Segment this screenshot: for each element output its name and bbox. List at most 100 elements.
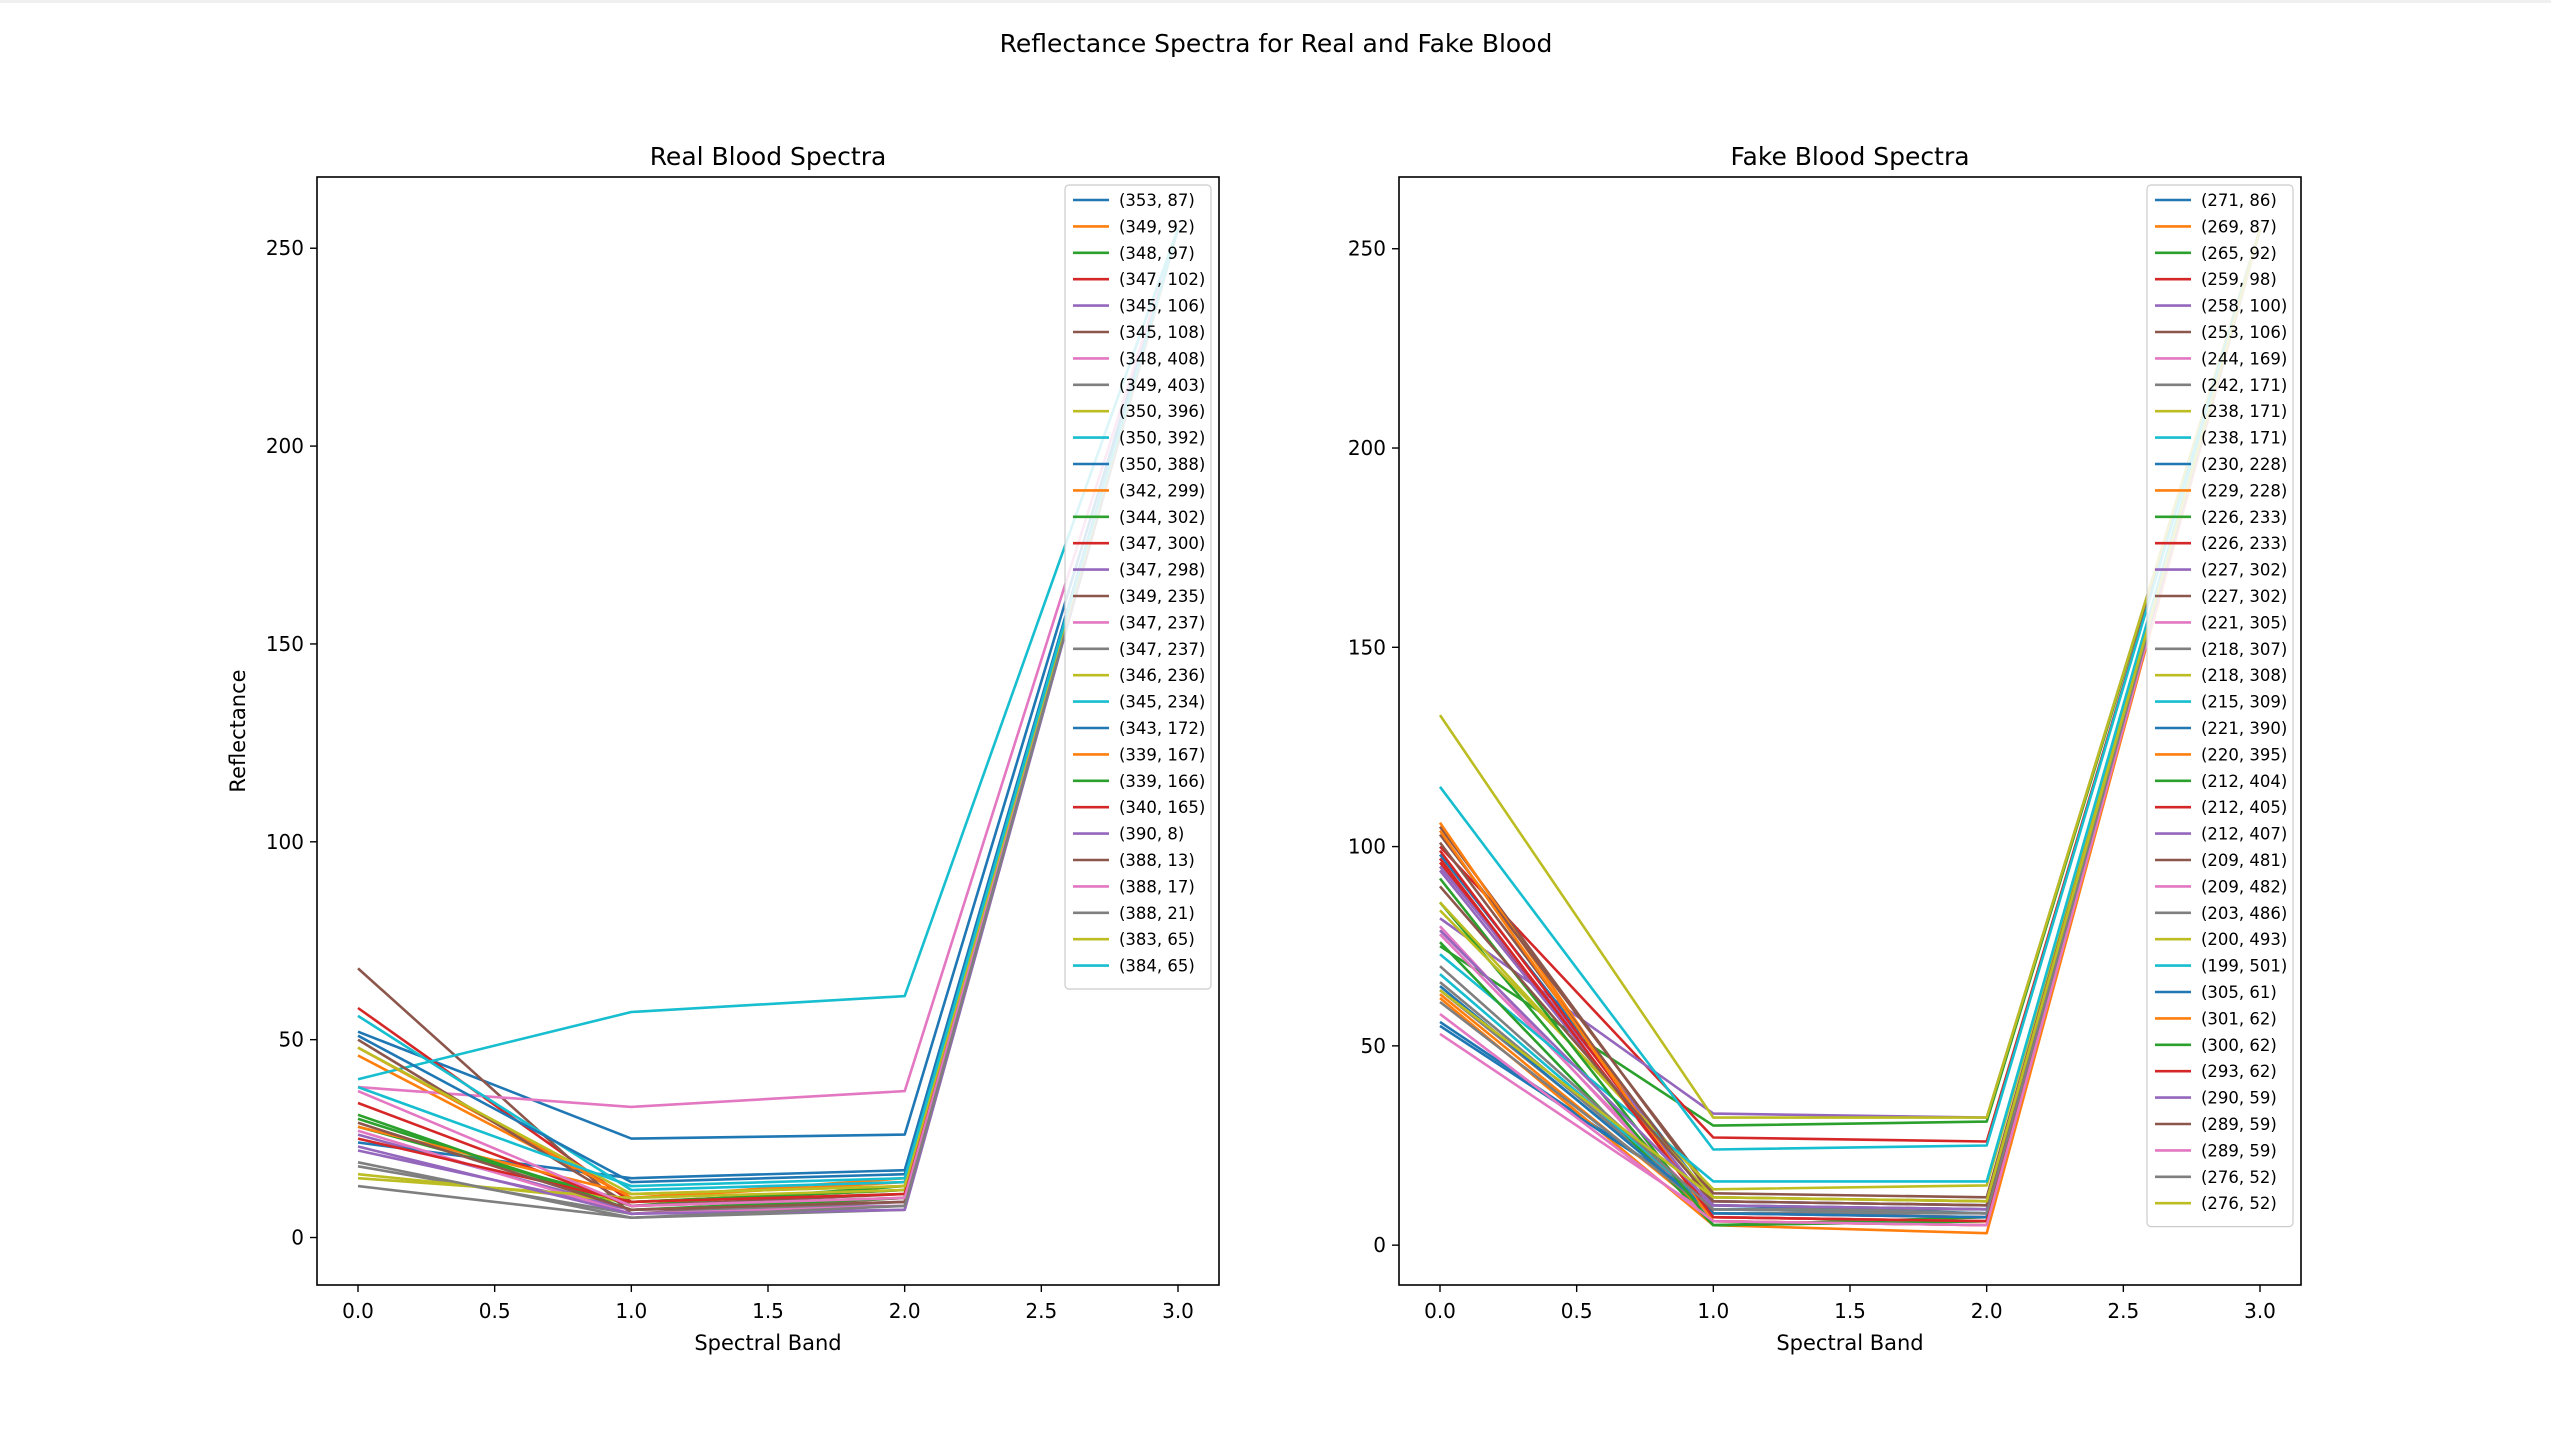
series-line [357,228,1180,1204]
legend-entry: (212, 407) [2201,825,2287,844]
series-line [357,228,1180,1208]
x-tick-label: 1.0 [615,1299,647,1323]
legend-entry: (345, 234) [1119,693,1205,712]
legend-entry: (226, 233) [2201,534,2287,553]
legend-entry: (226, 233) [2201,508,2287,527]
y-tick-label: 0 [291,1226,304,1250]
legend-entry: (244, 169) [2201,349,2287,368]
series-line [357,228,1180,1208]
series-line [357,228,1180,1184]
x-tick-label: 1.5 [752,1299,784,1323]
fake-blood-chart: 0.0 0.5 1.0 1.5 2.0 2.5 3.0 0 50 100 150 200 250 Fake… [1348,142,2302,1355]
legend-entry: (258, 100) [2201,297,2287,316]
series-line [1438,228,2262,1151]
legend-entry: (269, 87) [2201,217,2277,236]
x-tick-label: 1.0 [1697,1299,1729,1323]
y-tick-label: 100 [266,830,304,854]
legend-entry: (209, 482) [2201,877,2287,896]
series-line [357,227,1180,1081]
legend-entry: (289, 59) [2201,1115,2277,1134]
real-blood-chart: 0.0 0.5 1.0 1.5 2.0 2.5 3.0 0 50 100 150 200 250 Real… [226,142,1220,1355]
legend-entry: (293, 62) [2201,1062,2277,1081]
legend-entry: (276, 52) [2201,1168,2277,1187]
x-tick-label: 3.0 [1162,1299,1194,1323]
x-tick-label: 2.5 [2107,1299,2139,1323]
series-line [357,228,1180,1216]
legend-entry: (238, 171) [2201,429,2287,448]
legend-entry: (350, 392) [1119,429,1205,448]
series-line [357,228,1180,1140]
y-tick-label: 50 [279,1028,304,1052]
series-line [357,228,1180,1216]
legend-entry: (290, 59) [2201,1089,2277,1108]
y-tick-label: 200 [266,434,304,458]
legend-entry: (384, 65) [1119,957,1195,976]
series-line [357,228,1180,1216]
legend-entry: (343, 172) [1119,719,1205,738]
legend-entry: (346, 236) [1119,666,1205,685]
legend-entry: (276, 52) [2201,1194,2277,1213]
series-line [1439,228,2262,1211]
legend-entry: (342, 299) [1119,481,1205,500]
legend-entry: (339, 167) [1119,745,1205,764]
series-line [1439,228,2262,1227]
legend-entry: (390, 8) [1119,825,1184,844]
series-line [1439,228,2262,1223]
y-tick-label: 150 [266,632,304,656]
legend-entry: (348, 97) [1119,244,1195,263]
legend-entry: (227, 302) [2201,561,2287,580]
legend-entry: (203, 486) [2201,904,2287,923]
series-line [1439,228,2262,1191]
series-line [1438,228,2262,1211]
legend-entry: (345, 106) [1119,297,1205,316]
legend-entry: (340, 165) [1119,798,1205,817]
series-line [357,228,1180,1109]
x-tick-label: 0.5 [479,1299,511,1323]
legend-entry: (349, 235) [1119,587,1205,606]
series-line [357,228,1180,1212]
legend-entry: (221, 390) [2201,719,2287,738]
series-line [1438,228,2262,1223]
series-line [1438,228,2262,1215]
x-tick-label: 0.0 [342,1299,374,1323]
legend-entry: (209, 481) [2201,851,2287,870]
series-line [1438,228,2262,1223]
legend-entry: (347, 237) [1119,640,1205,659]
legend-entry: (218, 308) [2201,666,2287,685]
series-line [357,228,1180,1208]
legend-entry: (218, 307) [2201,640,2287,659]
legend-entry: (259, 98) [2201,270,2277,289]
series-line [357,228,1180,1204]
legend-entry: (289, 59) [2201,1141,2277,1160]
legend-entry: (388, 21) [1119,904,1195,923]
legend-entry: (388, 13) [1119,851,1195,870]
figure-title: Reflectance Spectra for Real and Fake Bl… [1000,29,1553,58]
series-line [357,228,1180,1219]
x-axis-label: Spectral Band [694,1331,841,1355]
y-tick-label: 50 [1361,1034,1386,1058]
legend: (353, 87) (349, 92) (348, 97) (347, 102) (34… [1064,184,1212,990]
legend-entry: (238, 171) [2201,402,2287,421]
series-line [357,228,1180,1200]
series-line [1439,228,2262,1215]
legend-entry: (199, 501) [2201,957,2287,976]
legend-entry: (229, 228) [2201,481,2287,500]
legend-entry: (349, 92) [1119,217,1195,236]
legend-entry: (339, 166) [1119,772,1205,791]
legend-entry: (347, 237) [1119,613,1205,632]
x-tick-label: 2.0 [889,1299,921,1323]
x-tick-label: 2.5 [1025,1299,1057,1323]
x-tick-label: 3.0 [2244,1299,2276,1323]
legend-entry: (271, 86) [2201,191,2277,210]
y-tick-label: 150 [1348,635,1386,659]
series-line [1439,228,2262,1215]
series-group [1438,228,2262,1235]
legend-entry: (227, 302) [2201,587,2287,606]
legend-entry: (383, 65) [1119,930,1195,949]
legend-entry: (348, 408) [1119,349,1205,368]
legend-entry: (388, 17) [1119,877,1195,896]
series-line [1439,228,2262,1223]
series-line [357,228,1180,1188]
y-axis-label: Reflectance [226,669,250,792]
series-line [1439,228,2262,1215]
